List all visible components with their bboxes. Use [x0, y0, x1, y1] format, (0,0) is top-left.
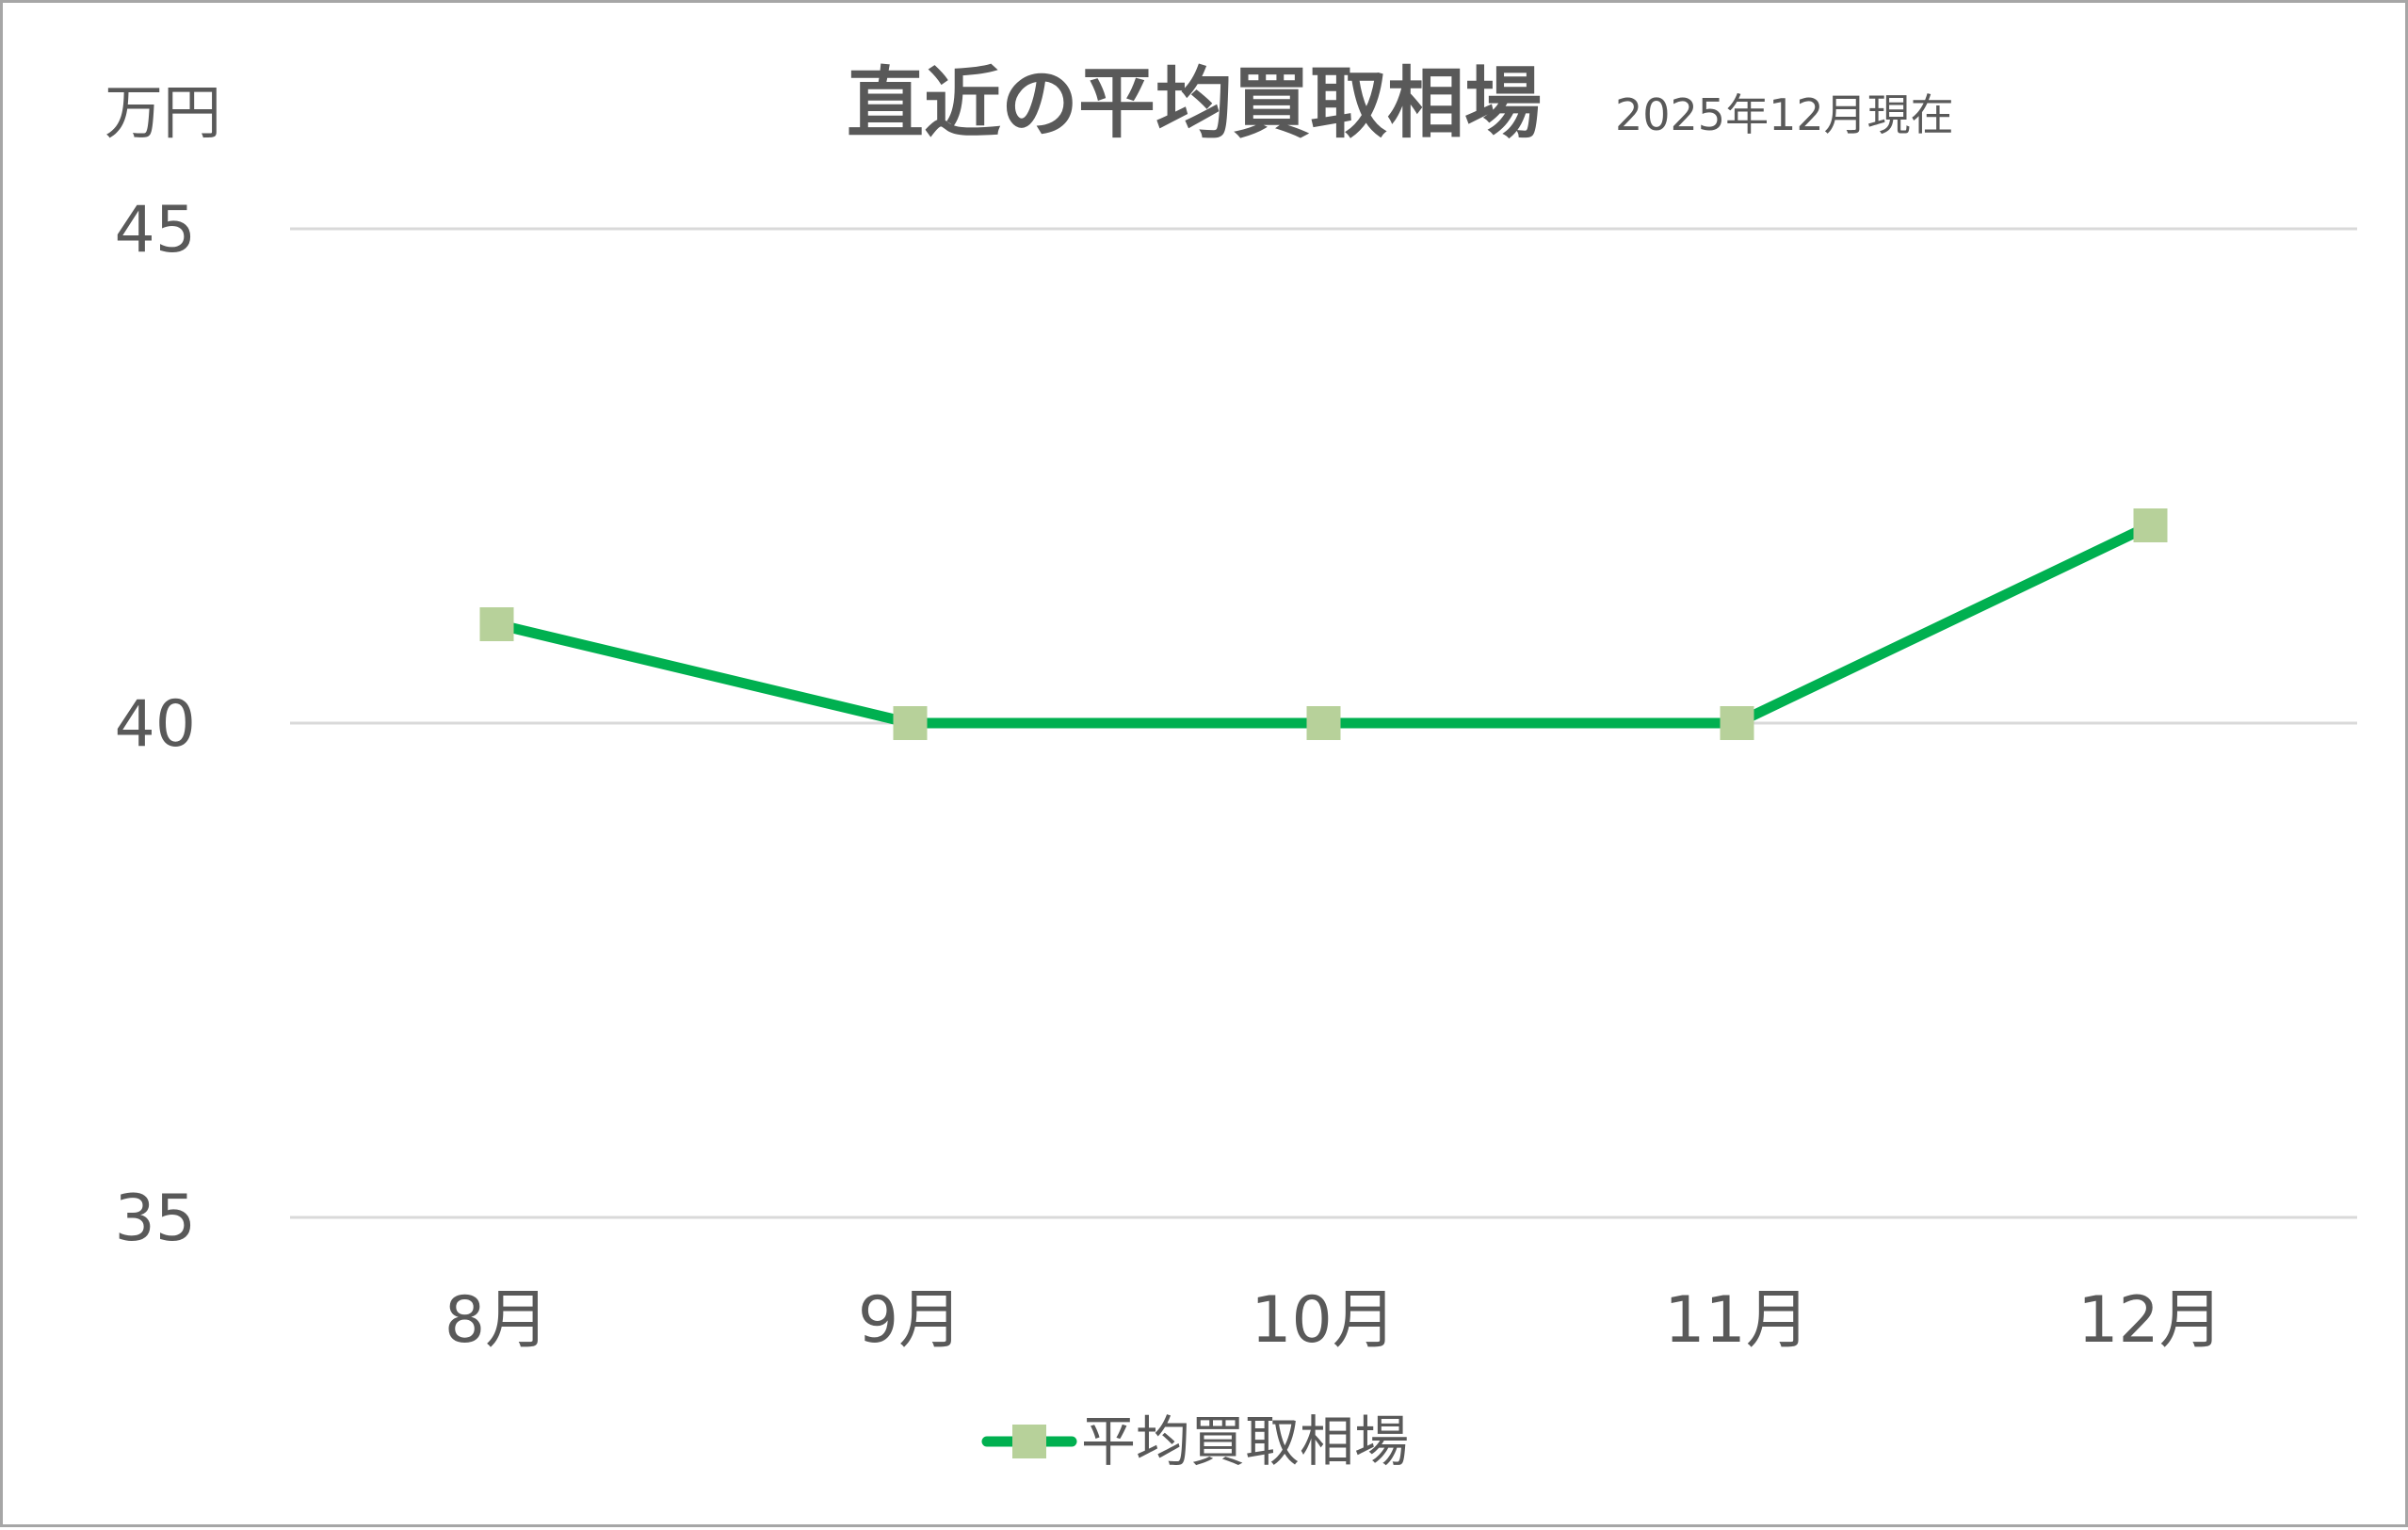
chart-title: 直近の平均買取相場: [847, 59, 1542, 149]
x-tick-label: 11月: [1664, 1283, 1810, 1358]
y-tick-label: 40: [114, 687, 196, 762]
data-point-marker: [2133, 508, 2168, 542]
legend-label: 平均買取相場: [1081, 1409, 1409, 1474]
legend: 平均買取相場: [981, 1409, 1409, 1474]
series-line: [492, 520, 2156, 729]
y-axis-unit-label: 万円: [105, 78, 221, 147]
legend-marker: [1012, 1425, 1046, 1458]
x-tick-label: 12月: [2077, 1283, 2223, 1358]
x-axis-ticks: 8月 9月 10月 11月 12月: [444, 1283, 2223, 1358]
x-tick-label: 10月: [1251, 1283, 1397, 1358]
data-point-marker: [479, 607, 514, 641]
data-point-marker: [1720, 706, 1754, 740]
data-point-marker: [893, 706, 928, 740]
series-layer: [479, 508, 2168, 740]
y-tick-label: 45: [114, 193, 196, 267]
x-tick-label: 8月: [444, 1283, 549, 1358]
y-tick-label: 35: [114, 1182, 196, 1256]
x-tick-label: 9月: [858, 1283, 962, 1358]
line-chart: 直近の平均買取相場 2025年12月現在 万円 35 40 45 8月 9月 10月 11…: [105, 59, 2357, 1474]
y-axis-ticks: 35 40 45: [114, 193, 196, 1256]
chart-subtitle: 2025年12月現在: [1615, 89, 1954, 140]
data-point-marker: [1306, 706, 1341, 740]
